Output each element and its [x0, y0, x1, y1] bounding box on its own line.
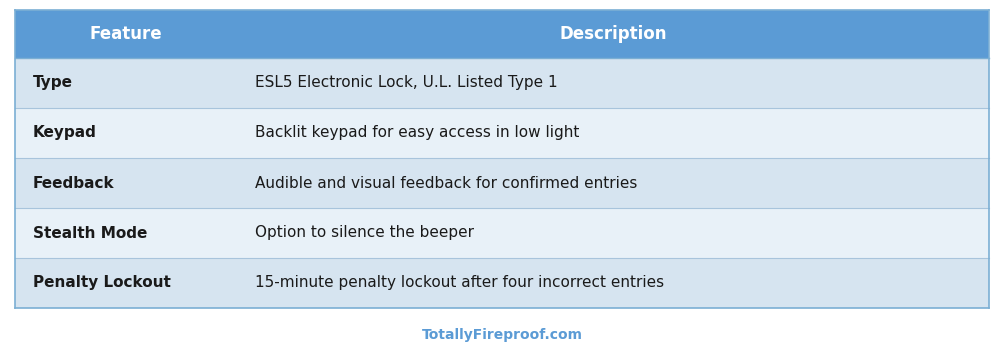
Bar: [15, 58, 988, 108]
Text: Option to silence the beeper: Option to silence the beeper: [255, 225, 473, 241]
Text: Penalty Lockout: Penalty Lockout: [33, 276, 171, 290]
Bar: [15, 258, 988, 308]
Bar: [15, 10, 237, 58]
Text: ESL5 Electronic Lock, U.L. Listed Type 1: ESL5 Electronic Lock, U.L. Listed Type 1: [255, 76, 557, 90]
Bar: [15, 158, 988, 208]
Text: 15-minute penalty lockout after four incorrect entries: 15-minute penalty lockout after four inc…: [255, 276, 664, 290]
Text: Description: Description: [559, 25, 666, 43]
Text: Keypad: Keypad: [33, 126, 96, 140]
Text: Audible and visual feedback for confirmed entries: Audible and visual feedback for confirme…: [255, 175, 637, 191]
Bar: [15, 108, 988, 158]
Bar: [237, 10, 988, 58]
Text: Backlit keypad for easy access in low light: Backlit keypad for easy access in low li…: [255, 126, 579, 140]
Text: Feature: Feature: [89, 25, 162, 43]
Text: Feedback: Feedback: [33, 175, 114, 191]
Text: TotallyFireproof.com: TotallyFireproof.com: [421, 329, 582, 343]
Text: Stealth Mode: Stealth Mode: [33, 225, 147, 241]
Bar: [15, 208, 988, 258]
Text: Type: Type: [33, 76, 73, 90]
